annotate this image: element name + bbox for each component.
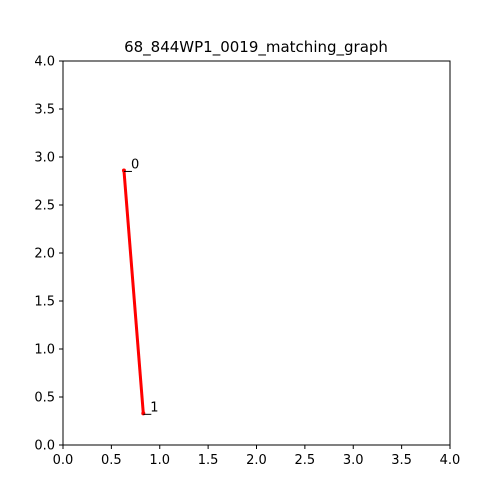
y-tick-label: 2.0 (34, 247, 55, 262)
y-axis: 0.0 0.5 1.0 1.5 2.0 2.5 3.0 3.5 4.0 (34, 55, 63, 454)
y-tick-label: 0.0 (34, 439, 55, 454)
y-tick-label: 3.5 (34, 103, 55, 118)
x-tick-label: 1.0 (149, 453, 170, 468)
x-tick-label: 2.0 (246, 453, 267, 468)
y-tick-label: 1.5 (34, 295, 55, 310)
edges-layer (122, 170, 145, 414)
x-tick-label: 3.0 (343, 453, 364, 468)
x-tick-label: 0.5 (101, 453, 122, 468)
x-tick-label: 2.5 (295, 453, 316, 468)
plot-area-frame (62, 60, 451, 446)
y-tick-label: 2.5 (34, 199, 55, 214)
y-tick-label: 4.0 (34, 55, 55, 70)
node-label: 0 (131, 157, 139, 172)
x-tick-label: 1.5 (198, 453, 219, 468)
chart-title: 68_844WP1_0019_matching_graph (124, 38, 388, 57)
x-tick-label: 4.0 (440, 453, 461, 468)
node-label: 1 (150, 400, 158, 415)
y-tick-label: 1.0 (34, 343, 55, 358)
x-tick-label: 0.0 (53, 453, 74, 468)
x-axis: 0.0 0.5 1.0 1.5 2.0 2.5 3.0 3.5 4.0 (53, 445, 461, 468)
y-tick-label: 3.0 (34, 151, 55, 166)
matching-edge (122, 170, 145, 414)
x-tick-label: 3.5 (391, 453, 412, 468)
nodes-layer: 01 (121, 157, 159, 416)
y-tick-label: 0.5 (34, 391, 55, 406)
